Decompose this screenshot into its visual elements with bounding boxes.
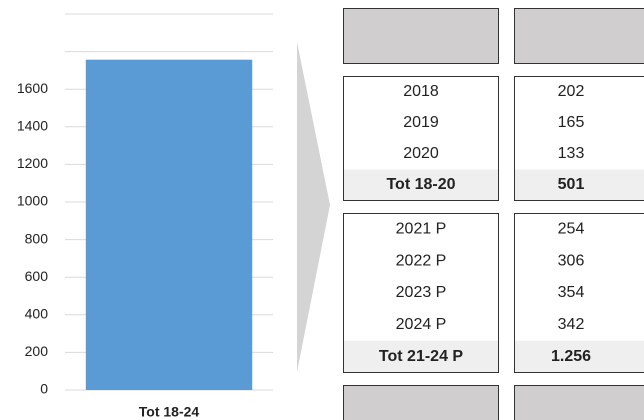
year-cell: 2019 xyxy=(403,114,439,131)
total-row-bg xyxy=(343,169,499,201)
year-cell: 2024 P xyxy=(396,316,447,333)
value-cell: 354 xyxy=(558,284,585,301)
value-cell: 165 xyxy=(558,114,585,131)
total-row-bg xyxy=(514,169,644,201)
year-cell: 2022 P xyxy=(396,252,447,269)
group-box xyxy=(514,76,644,201)
value-cell: 202 xyxy=(558,83,585,100)
y-tick-label: 1000 xyxy=(17,193,48,209)
value-cell: 306 xyxy=(558,252,585,269)
value-cell: 254 xyxy=(558,221,585,238)
year-cell: 2021 P xyxy=(396,221,447,238)
y-tick-label: 1600 xyxy=(17,80,48,96)
total-row-bg xyxy=(514,340,644,373)
y-tick-label: 1400 xyxy=(17,118,48,134)
year-cell: 2023 P xyxy=(396,284,447,301)
total-label: Tot 18-20 xyxy=(386,176,455,193)
funnel-arrow xyxy=(297,42,330,372)
y-tick-label: 600 xyxy=(25,268,49,284)
group-box xyxy=(343,76,499,201)
total-value: 501 xyxy=(558,176,585,193)
y-tick-label: 800 xyxy=(25,230,49,246)
y-tick-label: 0 xyxy=(40,381,48,397)
year-cell: 2020 xyxy=(403,145,439,162)
total-label: Tot 21-24 P xyxy=(379,348,464,365)
header-box xyxy=(514,8,644,64)
x-tick-label: Tot 18-24 xyxy=(139,404,200,420)
bar xyxy=(85,59,253,391)
header-box xyxy=(343,8,499,64)
year-cell: 2018 xyxy=(403,83,439,100)
total-row-bg xyxy=(343,340,499,373)
value-cell: 133 xyxy=(558,145,585,162)
value-cell: 342 xyxy=(558,316,585,333)
y-tick-label: 400 xyxy=(25,306,49,322)
group-box xyxy=(343,213,499,373)
footer-box xyxy=(343,385,499,420)
y-tick-label: 1200 xyxy=(17,155,48,171)
total-value: 1.256 xyxy=(551,348,591,365)
footer-box xyxy=(514,385,644,420)
y-tick-label: 200 xyxy=(25,343,49,359)
group-box xyxy=(514,213,644,373)
